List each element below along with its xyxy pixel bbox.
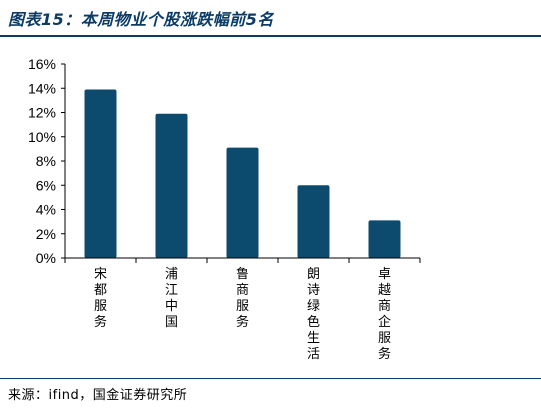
- figure-title: 图表15：本周物业个股涨跌幅前5名: [8, 10, 274, 29]
- y-tick-label: 16%: [28, 56, 56, 72]
- x-category-label: 卓越商企服务: [378, 267, 391, 362]
- source-rule: [0, 378, 541, 379]
- y-tick-label: 0%: [36, 250, 56, 266]
- x-category-label: 朗诗绿色生活: [307, 267, 320, 362]
- y-tick-label: 14%: [28, 80, 56, 96]
- x-category-label: 浦江中国: [165, 267, 178, 330]
- bar: [84, 89, 117, 259]
- x-category-label: 鲁商服务: [236, 267, 249, 330]
- y-tick-label: 10%: [28, 129, 56, 145]
- bar: [155, 113, 188, 259]
- y-tick-label: 8%: [36, 153, 56, 169]
- bar: [368, 220, 401, 258]
- y-axis: 0% 2% 4% 6% 8% 10% 12% 14% 16%: [28, 56, 66, 266]
- y-tick-label: 4%: [36, 202, 56, 218]
- title-rule: [0, 35, 541, 37]
- bar: [297, 185, 330, 258]
- x-category-label: 宋都服务: [94, 267, 107, 330]
- bar: [226, 147, 259, 258]
- bars: [84, 89, 401, 259]
- x-axis: 宋都服务 浦江中国 鲁商服务 朗诗绿色生活 卓越商企服务: [64, 257, 421, 362]
- y-tick-label: 2%: [36, 226, 56, 242]
- y-tick-label: 12%: [28, 105, 56, 121]
- source-note: 来源：ifind，国金证券研究所: [8, 388, 188, 403]
- y-tick-label: 6%: [36, 177, 56, 193]
